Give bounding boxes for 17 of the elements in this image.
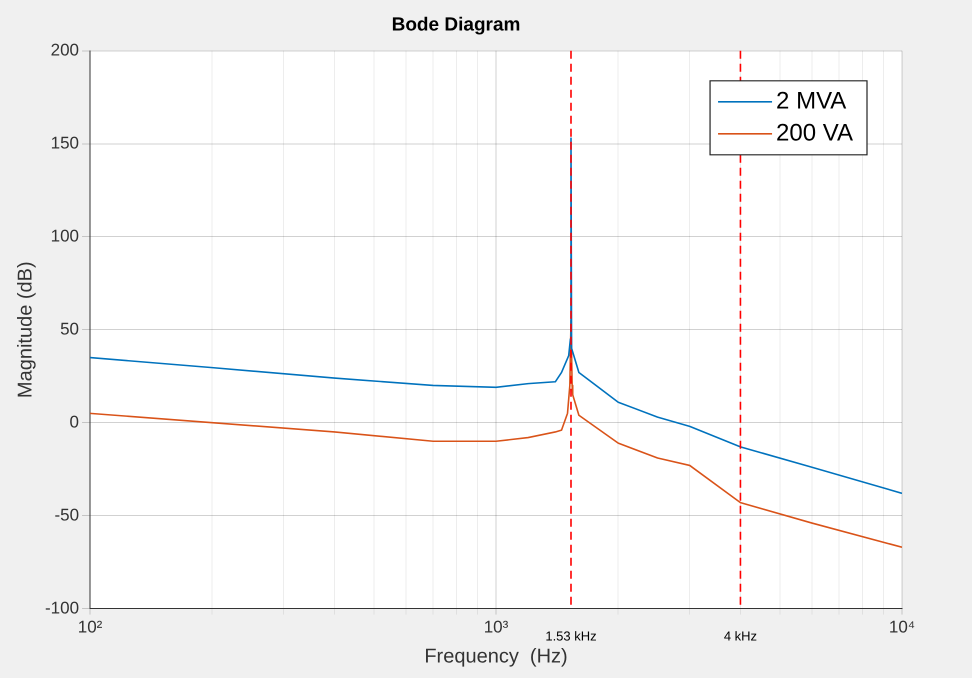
x-axis-title: Frequency (Hz) bbox=[424, 646, 568, 668]
legend-label: 200 VA bbox=[776, 119, 854, 146]
ref-line-label: 4 kHz bbox=[724, 628, 758, 644]
y-tick-label: 200 bbox=[50, 40, 80, 60]
y-tick-label: 50 bbox=[60, 319, 80, 338]
chart-title: Bode Diagram bbox=[392, 14, 520, 36]
y-tick-label: -100 bbox=[44, 598, 80, 618]
x-tick-label: 10³ bbox=[484, 617, 509, 636]
y-axis-title: Magnitude (dB) bbox=[14, 261, 37, 398]
ref-line-label: 1.53 kHz bbox=[545, 628, 597, 644]
y-tick-label: 100 bbox=[50, 226, 80, 246]
legend-label: 2 MVA bbox=[776, 87, 846, 114]
y-tick-label: -50 bbox=[54, 505, 80, 524]
x-tick-label: 10⁴ bbox=[888, 617, 916, 636]
y-tick-label: 0 bbox=[70, 412, 80, 432]
y-tick-label: 150 bbox=[50, 133, 80, 152]
x-tick-label: 10² bbox=[78, 617, 103, 636]
